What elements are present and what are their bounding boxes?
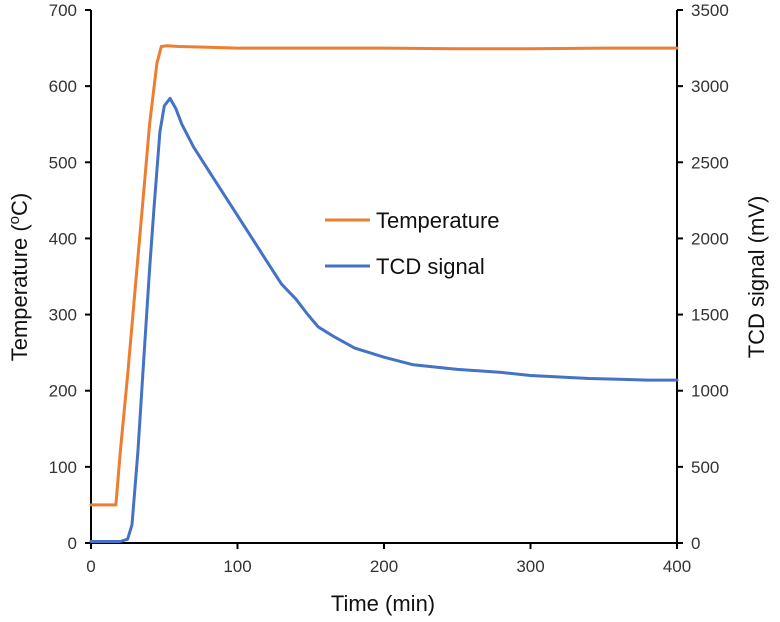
y-left-tick-label: 500 <box>49 153 77 172</box>
y-right-tick-label: 0 <box>691 534 700 553</box>
y-right-tick-label: 1500 <box>691 306 729 325</box>
y-right-tick-label: 3000 <box>691 77 729 96</box>
y-left-tick-label: 700 <box>49 1 77 20</box>
x-tick-label: 0 <box>86 557 95 576</box>
y-right-tick-label: 2000 <box>691 229 729 248</box>
y-left-tick-label: 0 <box>68 534 77 553</box>
y-left-tick-label: 400 <box>49 229 77 248</box>
x-tick-label: 100 <box>223 557 251 576</box>
y-right-axis-label: TCD signal (mV) <box>744 196 769 359</box>
x-tick-label: 200 <box>370 557 398 576</box>
legend-label: Temperature <box>376 208 500 233</box>
y-left-axis-label: Temperature (oC) <box>6 193 32 362</box>
y-left-tick-label: 200 <box>49 382 77 401</box>
y-right-tick-label: 2500 <box>691 153 729 172</box>
series-lines <box>89 44 679 543</box>
y-right-tick-label: 3500 <box>691 1 729 20</box>
series-line-tcd-signal <box>89 96 679 543</box>
y-left-tick-label: 600 <box>49 77 77 96</box>
y-left-tick-label: 100 <box>49 458 77 477</box>
y-right-tick-label: 1000 <box>691 382 729 401</box>
x-axis-label: Time (min) <box>331 591 435 616</box>
y-right-tick-label: 500 <box>691 458 719 477</box>
series-line-temperature <box>89 44 679 507</box>
x-tick-label: 400 <box>663 557 691 576</box>
y-left-tick-label: 300 <box>49 306 77 325</box>
axes-group: 0 100 200 300 400010020030040050060070005001… <box>49 1 729 576</box>
x-tick-label: 300 <box>516 557 544 576</box>
legend-label: TCD signal <box>376 254 485 279</box>
legend: Temperature TCD signal <box>325 208 500 279</box>
